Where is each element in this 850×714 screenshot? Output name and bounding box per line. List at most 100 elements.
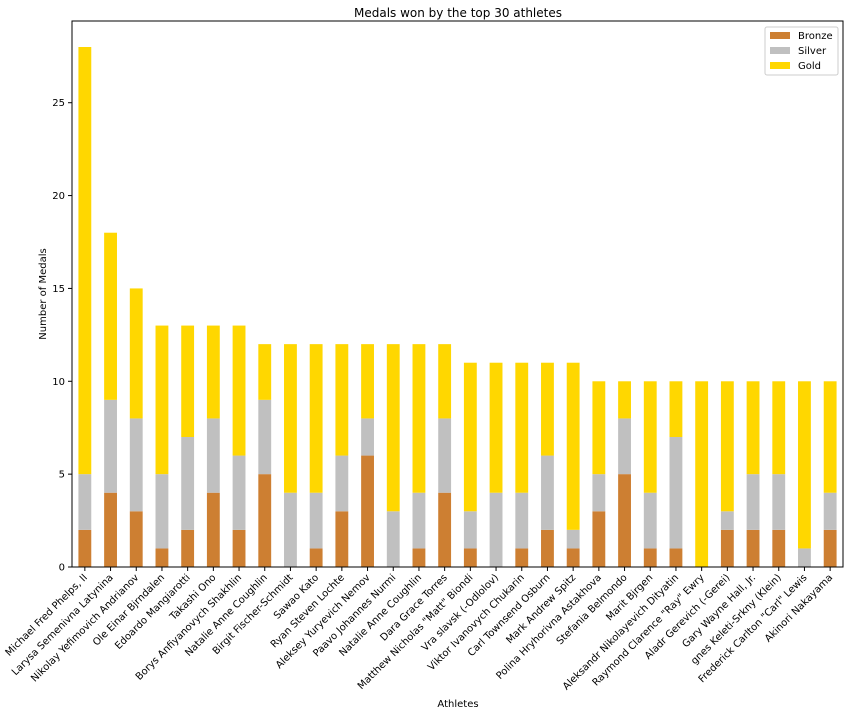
bar-gold-14 xyxy=(438,344,452,419)
legend-swatch-gold xyxy=(770,62,790,69)
bar-bronze-29 xyxy=(823,529,837,567)
bar-silver-12 xyxy=(386,511,400,567)
bar-bronze-14 xyxy=(438,492,452,567)
y-tick-label-5: 25 xyxy=(52,98,65,109)
bar-silver-29 xyxy=(823,492,837,530)
bar-bronze-10 xyxy=(335,511,349,567)
bar-silver-25 xyxy=(720,511,734,530)
bar-bronze-23 xyxy=(669,548,683,567)
legend: Bronze Silver Gold xyxy=(764,26,839,76)
bar-gold-28 xyxy=(798,381,811,549)
bar-silver-8 xyxy=(284,492,297,567)
bar-silver-3 xyxy=(155,474,169,549)
legend-swatch-silver xyxy=(770,47,790,54)
bars-group xyxy=(78,47,837,567)
bar-silver-18 xyxy=(541,455,554,530)
bar-bronze-15 xyxy=(463,548,477,567)
bar-gold-17 xyxy=(515,362,529,493)
bar-gold-3 xyxy=(155,325,169,475)
bar-gold-22 xyxy=(643,381,657,493)
bar-silver-6 xyxy=(232,455,246,530)
bar-silver-15 xyxy=(463,511,477,549)
bar-gold-2 xyxy=(129,288,143,419)
bar-silver-14 xyxy=(438,418,452,493)
x-axis-label: Athletes xyxy=(437,699,478,710)
bar-silver-9 xyxy=(309,492,323,549)
y-tick-label-3: 15 xyxy=(52,284,65,295)
bar-bronze-26 xyxy=(746,529,760,567)
legend-label-gold: Gold xyxy=(798,61,821,72)
bar-bronze-0 xyxy=(78,529,92,567)
bar-silver-20 xyxy=(592,474,606,512)
bar-silver-23 xyxy=(669,437,683,549)
bar-gold-29 xyxy=(823,381,837,493)
chart-title: Medals won by the top 30 athletes xyxy=(354,6,562,20)
y-tick-label-0: 0 xyxy=(59,563,65,574)
bar-bronze-11 xyxy=(361,455,374,567)
bar-bronze-5 xyxy=(206,492,220,567)
bar-bronze-25 xyxy=(720,529,734,567)
bar-silver-1 xyxy=(104,399,117,493)
bar-silver-21 xyxy=(618,418,631,475)
bar-gold-1 xyxy=(104,232,117,400)
bar-bronze-1 xyxy=(104,492,117,567)
y-tick-label-2: 10 xyxy=(52,377,65,388)
bar-gold-19 xyxy=(566,362,580,530)
bar-gold-13 xyxy=(412,344,426,493)
bar-gold-8 xyxy=(284,344,297,493)
bar-bronze-3 xyxy=(155,548,169,567)
bar-bronze-22 xyxy=(643,548,657,567)
y-tick-label-4: 20 xyxy=(52,191,65,202)
bar-gold-7 xyxy=(258,344,272,400)
bar-bronze-9 xyxy=(309,548,323,567)
bar-silver-19 xyxy=(566,529,580,549)
y-axis: 0 5 10 15 20 25 xyxy=(52,98,72,574)
bar-gold-6 xyxy=(232,325,246,456)
bar-silver-22 xyxy=(643,492,657,549)
bar-bronze-18 xyxy=(541,529,554,567)
bar-silver-7 xyxy=(258,399,272,475)
plot-frame xyxy=(71,20,844,568)
bar-bronze-13 xyxy=(412,548,426,567)
bar-silver-16 xyxy=(489,492,503,567)
y-tick-label-1: 5 xyxy=(59,470,65,481)
legend-swatch-bronze xyxy=(770,32,790,39)
bar-gold-23 xyxy=(669,381,683,437)
bar-bronze-20 xyxy=(592,511,606,567)
bar-bronze-17 xyxy=(515,548,529,567)
bar-bronze-21 xyxy=(618,474,631,567)
bar-silver-11 xyxy=(361,418,374,456)
bar-silver-26 xyxy=(746,474,760,530)
bar-gold-27 xyxy=(772,381,786,475)
bar-bronze-27 xyxy=(772,529,786,567)
bar-silver-10 xyxy=(335,455,349,512)
bar-silver-4 xyxy=(181,437,195,530)
bar-bronze-2 xyxy=(129,511,143,567)
bar-bronze-7 xyxy=(258,474,272,567)
bar-gold-20 xyxy=(592,381,606,475)
bar-gold-12 xyxy=(386,344,400,512)
bar-silver-0 xyxy=(78,474,92,530)
y-axis-label: Number of Medals xyxy=(38,248,49,339)
legend-label-silver: Silver xyxy=(798,46,827,57)
bar-gold-24 xyxy=(695,381,709,567)
bar-silver-13 xyxy=(412,492,426,549)
bar-gold-26 xyxy=(746,381,760,475)
bar-gold-11 xyxy=(361,344,374,419)
bar-silver-2 xyxy=(129,418,143,512)
bar-gold-18 xyxy=(541,362,554,456)
bar-gold-16 xyxy=(489,362,503,493)
bar-gold-25 xyxy=(720,381,734,512)
bar-gold-9 xyxy=(309,344,323,493)
bar-gold-15 xyxy=(463,362,477,512)
bar-silver-17 xyxy=(515,492,529,549)
bar-silver-5 xyxy=(206,418,220,493)
bar-bronze-19 xyxy=(566,548,580,567)
bar-gold-5 xyxy=(206,325,220,419)
bar-silver-28 xyxy=(798,548,811,567)
bar-gold-0 xyxy=(78,47,92,475)
legend-label-bronze: Bronze xyxy=(798,31,833,42)
bar-bronze-4 xyxy=(181,529,195,567)
bar-silver-27 xyxy=(772,474,786,530)
